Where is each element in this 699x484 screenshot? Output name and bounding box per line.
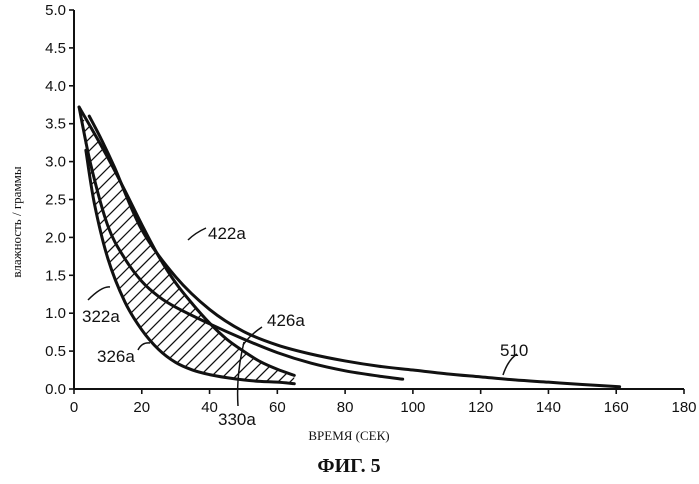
hatch-line [252,120,552,420]
hatch-line [0,120,204,420]
hatch-line [564,120,699,420]
y-tick-label: 3.5 [45,116,66,133]
hatch-line [624,120,699,420]
hatch-line [636,120,699,420]
y-tick-label: 2.5 [45,192,66,209]
hatch-line [288,120,588,420]
y-tick-label: 4.0 [45,78,66,95]
hatch-line [516,120,699,420]
hatch-line [0,120,240,420]
hatch-line [492,120,699,420]
series-line-422a [79,107,294,375]
hatch-line [600,120,699,420]
hatch-line [372,120,672,420]
hatch-line [132,120,432,420]
x-tick-label: 60 [269,399,286,416]
y-tick-label: 2.0 [45,229,66,246]
hatch-line [72,120,372,420]
hatch-line [240,120,540,420]
annotation-326a: 326a [97,347,135,366]
y-axis-label: влажность / граммы [9,166,24,278]
annotation-510: 510 [500,341,528,360]
hatch-line [468,120,699,420]
hatch-line [576,120,699,420]
hatch-line [84,120,384,420]
x-tick-label: 160 [604,399,629,416]
y-tick-label: 1.5 [45,267,66,284]
x-tick-label: 20 [133,399,150,416]
hatch-line [96,120,396,420]
hatch-line [684,120,699,420]
hatch-line [456,120,699,420]
hatch-line [612,120,699,420]
hatch-line [348,120,648,420]
hatch-line [396,120,696,420]
hatch-line [360,120,660,420]
y-tick-label: 3.0 [45,154,66,171]
annotation-330a: 330a [218,410,256,429]
hatch-line [480,120,699,420]
hatch-line [156,120,456,420]
x-tick-label: 140 [536,399,561,416]
hatch-line [0,120,48,420]
x-tick-label: 120 [468,399,493,416]
hatch-line [48,120,348,420]
x-tick-label: 40 [201,399,218,416]
leader-326a [138,343,150,350]
hatch-line [180,120,480,420]
hatch-line [264,120,564,420]
annotation-422a: 422a [208,224,246,243]
x-axis-ticks: 0 20 40 60 80 100 120 140 160 180 [70,389,697,416]
annotation-322a: 322a [82,307,120,326]
hatch-line [540,120,699,420]
hatch-line [588,120,699,420]
hatch-line [528,120,699,420]
hatch-line [444,120,699,420]
leader-322a [88,287,110,300]
hatch-line [276,120,576,420]
hatch-line [0,120,216,420]
annotation-426a: 426a [267,311,305,330]
hatch-line [0,120,288,420]
figure-caption: ФИГ. 5 [317,455,380,477]
y-tick-label: 1.0 [45,305,66,322]
moisture-time-chart: 0.0 0.5 1.0 1.5 2.0 2.5 3.0 3.5 4.0 4.5 5.0 0 20 40 6… [0,0,699,484]
x-tick-label: 80 [337,399,354,416]
hatch-line [504,120,699,420]
y-tick-label: 0.0 [45,381,66,398]
hatch-line [552,120,699,420]
series-lines [79,107,620,387]
hatch-line [672,120,699,420]
leader-422a [188,228,206,240]
hatch-line [660,120,699,420]
hatch-line [0,120,192,420]
x-tick-label: 0 [70,399,78,416]
hatch-line [648,120,699,420]
series-line-510 [89,116,619,387]
hatch-line [0,120,168,420]
hatched-region [0,120,699,420]
hatch-line [24,120,324,420]
hatch-line [384,120,684,420]
y-tick-label: 4.5 [45,40,66,57]
series-line-322a [79,107,403,379]
x-tick-label: 100 [400,399,425,416]
x-axis-label: ВРЕМЯ (СЕК) [308,428,389,443]
y-tick-label: 5.0 [45,2,66,19]
x-tick-label: 180 [671,399,696,416]
y-tick-label: 0.5 [45,343,66,360]
y-axis-ticks: 0.0 0.5 1.0 1.5 2.0 2.5 3.0 3.5 4.0 4.5 5.0 [45,2,74,398]
